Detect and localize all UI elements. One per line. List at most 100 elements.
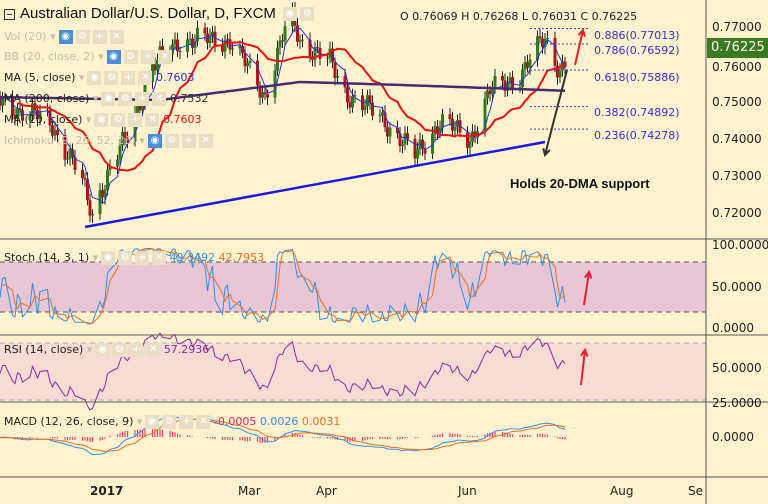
- plus-icon[interactable]: +: [135, 92, 150, 106]
- close-icon[interactable]: ✕: [109, 30, 124, 44]
- gear-icon[interactable]: ⚙: [75, 30, 90, 44]
- candle-body: [226, 39, 229, 41]
- candle-body: [278, 40, 282, 48]
- candle-body: [48, 110, 52, 126]
- plus-icon[interactable]: +: [92, 30, 107, 44]
- close-icon[interactable]: ✕: [145, 113, 160, 127]
- stoch-d-line: [2, 248, 566, 324]
- plus-icon[interactable]: +: [121, 71, 136, 85]
- plus-icon[interactable]: +: [181, 134, 196, 148]
- indicator-vol[interactable]: Vol (20) ▾ ◉ ⚙ + ✕: [4, 30, 124, 44]
- candle-body: [423, 148, 427, 154]
- candle-body: [221, 45, 224, 52]
- candle-body: [486, 90, 489, 99]
- plus-icon[interactable]: +: [129, 343, 144, 357]
- candle-body: [456, 120, 459, 127]
- candle-body: [193, 40, 197, 48]
- rsi-up-arrow: [580, 349, 586, 386]
- candle-body: [536, 36, 539, 60]
- candle-body: [266, 94, 269, 98]
- eye-icon[interactable]: ◉: [101, 251, 116, 265]
- candle-body: [136, 104, 139, 114]
- gear-icon[interactable]: ⚙: [111, 113, 126, 127]
- x-tick: 2017: [90, 484, 124, 498]
- indicator-ma5[interactable]: MA (5, close) ▾ ◉ ⚙ + ✕ 0.7603: [4, 71, 195, 85]
- gear-icon[interactable]: ⚙: [164, 134, 179, 148]
- indicator-ma200[interactable]: MA (200, close) ▾ ◉ ⚙ + ✕ 0.7532: [4, 92, 209, 106]
- plus-icon[interactable]: +: [140, 50, 155, 64]
- gear-icon[interactable]: ⚙: [300, 7, 315, 22]
- close-icon[interactable]: ✕: [152, 92, 167, 106]
- stoch-header[interactable]: Stoch (14, 3, 1) ▾ ◉ ⚙ + ✕ 49.3492 42.7953: [4, 251, 265, 265]
- rsi-header[interactable]: RSI (14, close) ▾ ◉ ⚙ + ✕ 57.2936: [4, 343, 210, 357]
- close-icon[interactable]: ✕: [157, 50, 172, 64]
- candle-body: [0, 97, 2, 106]
- symbol-title: Australian Dollar/U.S. Dollar, D, FXCM: [20, 5, 276, 22]
- candle-body: [173, 39, 177, 45]
- candle-body: [126, 137, 129, 142]
- ma20-line: [17, 41, 566, 172]
- gear-icon[interactable]: ⚙: [118, 251, 133, 265]
- stoch-label: Stoch (14, 3, 1): [4, 251, 90, 264]
- eye-icon[interactable]: ◉: [58, 30, 73, 44]
- gear-icon[interactable]: ⚙: [104, 71, 119, 85]
- candle-body: [493, 75, 497, 88]
- indicator-ma20[interactable]: MA (20, close) ▾ ◉ ⚙ + ✕ 0.7603: [4, 113, 202, 127]
- eye-icon[interactable]: ◉: [101, 92, 116, 106]
- eye-icon[interactable]: ◉: [94, 113, 109, 127]
- close-icon[interactable]: ✕: [198, 134, 213, 148]
- candle-body: [488, 90, 492, 95]
- indicator-ichimoku[interactable]: Ichimoku (9, 26, 52, 26) ▾ ◉ ⚙ + ✕: [4, 134, 213, 148]
- plus-icon[interactable]: +: [128, 113, 143, 127]
- candle-body: [188, 38, 192, 40]
- eye-icon[interactable]: ◉: [283, 7, 298, 22]
- candle-body: [546, 38, 549, 40]
- plus-icon[interactable]: +: [179, 415, 194, 429]
- stoch-band: [0, 262, 706, 312]
- gear-icon[interactable]: ⚙: [112, 343, 127, 357]
- gear-icon[interactable]: ⚙: [123, 50, 138, 64]
- candle-body: [13, 114, 17, 119]
- plus-icon[interactable]: +: [135, 251, 150, 265]
- macd-hist-value: -0.0005: [213, 415, 257, 428]
- candle-body: [363, 106, 367, 111]
- eye-icon[interactable]: ◉: [147, 134, 162, 148]
- close-icon[interactable]: ✕: [146, 343, 161, 357]
- candle-body: [203, 27, 207, 34]
- candle-body: [563, 61, 567, 67]
- candle-body: [213, 31, 217, 46]
- candle-body: [296, 25, 299, 42]
- candle-body: [138, 104, 142, 111]
- stoch-d-value: 42.7953: [218, 251, 265, 264]
- candle-body: [208, 35, 212, 44]
- candle-body: [386, 127, 389, 137]
- eye-icon[interactable]: ◉: [106, 50, 121, 64]
- eye-icon[interactable]: ◉: [87, 71, 102, 85]
- candle-body: [553, 38, 557, 66]
- annotation-text: Holds 20-DMA support: [510, 176, 650, 191]
- eye-icon[interactable]: ◉: [95, 343, 110, 357]
- candle-body: [116, 159, 119, 167]
- ma5-value: 0.7603: [155, 71, 195, 84]
- close-icon[interactable]: ✕: [196, 415, 211, 429]
- ohlc-readout: O 0.76069 H 0.76268 L 0.76031 C 0.76225: [400, 10, 638, 23]
- macd-header[interactable]: MACD (12, 26, close, 9) ▾ ◉ ⚙ + ✕ -0.0005 0.…: [4, 415, 341, 429]
- indicator-bb[interactable]: BB (20, close, 2) ▾ ◉ ⚙ + ✕: [4, 50, 172, 64]
- macd-line: [0, 416, 566, 456]
- rsi-tick: 25.0000: [712, 396, 762, 410]
- x-tick: Jun: [458, 484, 477, 498]
- eye-icon[interactable]: ◉: [145, 415, 160, 429]
- stoch-k-value: 49.3492: [169, 251, 216, 264]
- price-tick: 0.75000: [712, 95, 762, 109]
- candle-body: [28, 115, 32, 121]
- candle-body: [348, 102, 352, 108]
- close-icon[interactable]: ✕: [138, 71, 153, 85]
- candle-body: [406, 133, 409, 140]
- gear-icon[interactable]: ⚙: [162, 415, 177, 429]
- collapse-icon[interactable]: [4, 8, 15, 20]
- ma200-label: MA (200, close): [4, 92, 90, 105]
- gear-icon[interactable]: ⚙: [118, 92, 133, 106]
- stoch-tick: 50.0000: [712, 280, 762, 294]
- close-icon[interactable]: ✕: [152, 251, 167, 265]
